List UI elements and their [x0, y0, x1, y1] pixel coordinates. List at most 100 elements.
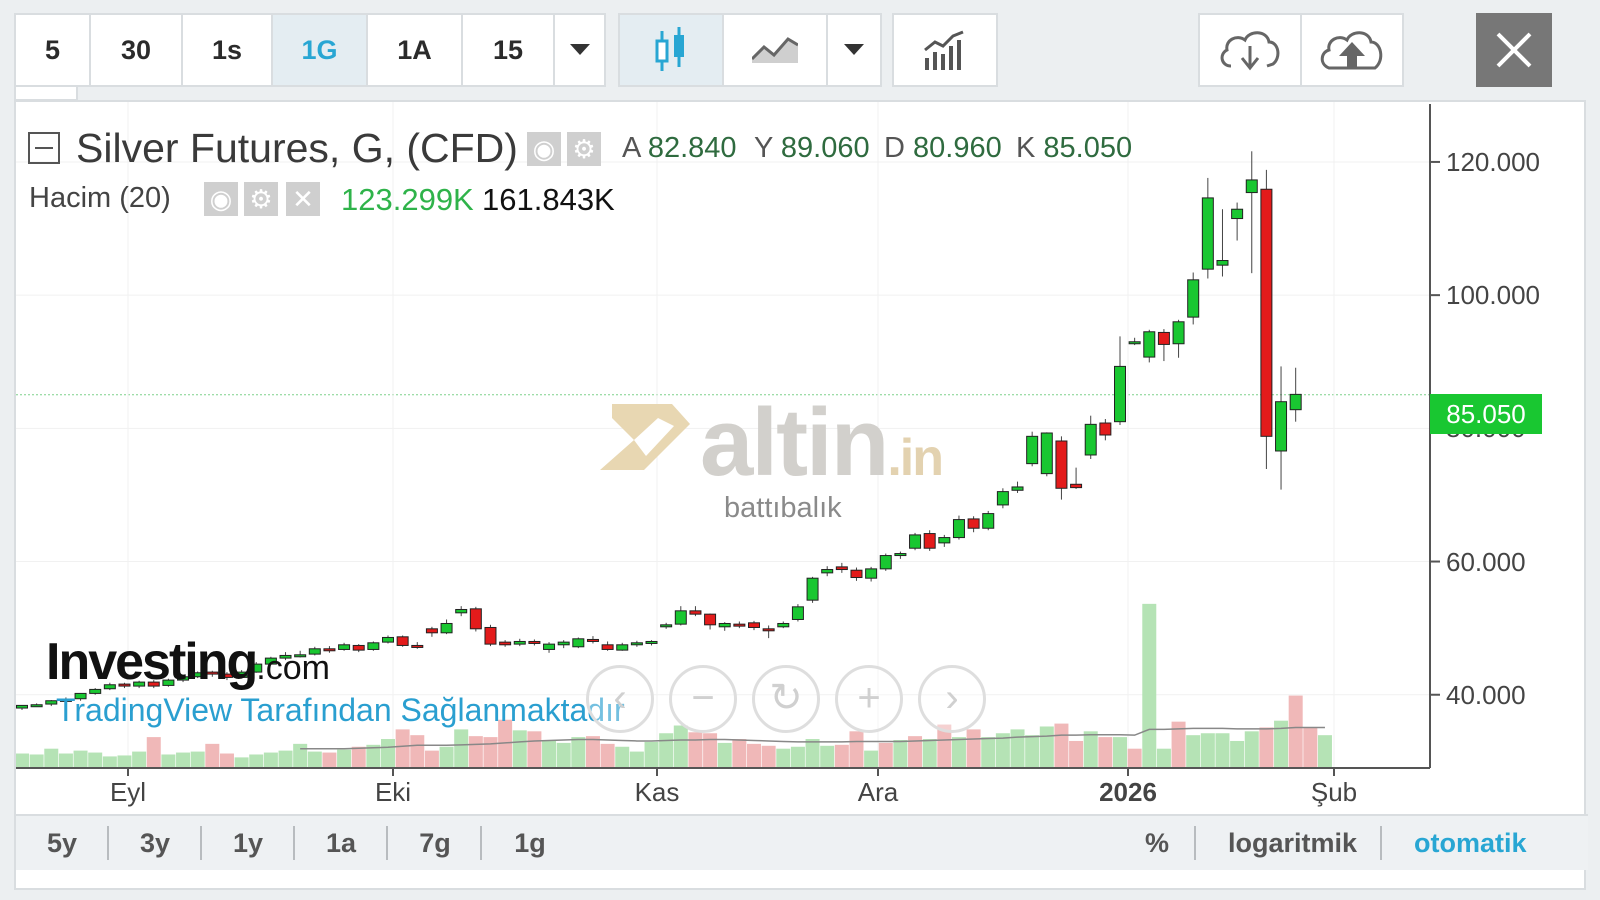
volume-remove-icon[interactable]: ✕ [286, 182, 320, 216]
candle-body [469, 608, 482, 630]
x-tick-label: Eyl [109, 777, 147, 807]
volume-bar [600, 743, 615, 768]
volume-bar [102, 756, 117, 768]
candlestick-type-button[interactable] [620, 15, 724, 85]
interval-5-button[interactable]: 5 [16, 15, 91, 85]
gear-icon[interactable]: ⚙ [567, 132, 601, 166]
candle-body [543, 643, 556, 650]
candle-body [704, 613, 717, 626]
range-7g-button[interactable]: 7g [419, 828, 451, 858]
volume-bar [864, 750, 879, 768]
range-1y-button[interactable]: 1y [232, 828, 264, 858]
volume-bar [556, 742, 571, 768]
watermark-caption: battıbalık [724, 492, 842, 524]
candle-body [1055, 440, 1068, 489]
candle-body [425, 628, 438, 634]
minus-icon: − [691, 676, 715, 720]
volume-bar [995, 733, 1010, 768]
volume-bar [1186, 735, 1201, 768]
indicators-icon [924, 30, 964, 70]
volume-bar [424, 750, 439, 768]
candle-body [382, 636, 394, 643]
eye-icon[interactable]: ◉ [527, 132, 561, 166]
volume-bar [410, 735, 425, 768]
interval-1g-button[interactable]: 1G [273, 15, 368, 85]
candles [16, 151, 1302, 711]
range-5y-button[interactable]: 5y [46, 828, 78, 858]
chart-type-selector [618, 13, 882, 87]
zoom-out-button[interactable]: − [669, 665, 737, 733]
candle-body [1275, 401, 1288, 452]
cloud-group [1198, 13, 1404, 87]
collapse-legend-icon[interactable] [28, 132, 60, 164]
volume-eye-icon[interactable]: ◉ [204, 182, 238, 216]
volume-bar [585, 736, 600, 768]
cloud-upload-button[interactable] [1302, 15, 1402, 85]
auto-scale-button[interactable]: otomatik [1414, 828, 1527, 858]
interval-30-button[interactable]: 30 [91, 15, 183, 85]
volume-bar [1303, 727, 1318, 768]
candle-body [133, 681, 146, 687]
interval-1a-button[interactable]: 1A [368, 15, 463, 85]
candle-body [865, 568, 878, 579]
indicators-button[interactable] [894, 15, 996, 85]
last-price-tag: 85.050 [1430, 394, 1542, 434]
volume-bar [439, 746, 454, 768]
volume-bar [659, 733, 674, 768]
candle-body [45, 700, 58, 705]
interval-15-button[interactable]: 15 [463, 15, 555, 85]
watermark-brand: altin.in [700, 389, 944, 496]
range-3y-button[interactable]: 3y [139, 828, 171, 858]
volume-bar [44, 748, 59, 768]
volume-bar [117, 755, 132, 768]
chart-panel[interactable]: Silver Futures, G, (CFD) ◉ ⚙ A 82.840 Y … [14, 100, 1588, 890]
altin-logo-icon [600, 404, 690, 470]
candle-body [616, 644, 629, 651]
close-icon [1496, 32, 1532, 68]
cloud-download-button[interactable] [1200, 15, 1302, 85]
reset-chart-button[interactable]: ↻ [752, 665, 820, 733]
volume-gear-icon[interactable]: ⚙ [244, 182, 278, 216]
y-tick-label: 60.000 [1446, 546, 1526, 577]
volume-bar [132, 751, 147, 768]
volume-bar [1142, 603, 1157, 768]
candle-body [279, 654, 292, 659]
scroll-right-button[interactable]: › [918, 665, 986, 733]
volume-bar [366, 744, 381, 768]
line-type-button[interactable] [724, 15, 828, 85]
chart-type-dropdown-button[interactable] [828, 15, 880, 85]
volume-bar [278, 750, 293, 768]
active-tab-marker [14, 87, 78, 101]
chart-canvas[interactable] [16, 102, 1584, 814]
scroll-left-button[interactable]: ‹ [586, 665, 654, 733]
range-1g-button[interactable]: 1g [514, 828, 546, 858]
candle-body [89, 688, 102, 694]
x-tick-label: Şub [1310, 777, 1358, 807]
zoom-in-button[interactable]: + [835, 665, 903, 733]
candle-body [952, 519, 965, 539]
candle-body [308, 648, 321, 655]
candle-body [777, 622, 790, 628]
line-chart-icon [752, 37, 798, 63]
cloud-download-icon [1220, 31, 1280, 71]
candle-body [455, 608, 468, 614]
volume-bar [805, 739, 820, 768]
log-scale-button[interactable]: logaritmik [1228, 828, 1358, 858]
candle-body [352, 644, 365, 651]
interval-dropdown-button[interactable] [555, 15, 604, 85]
candle-body [1011, 486, 1024, 491]
candle-body [1289, 393, 1302, 411]
tradingview-credit-link[interactable]: TradingView Tarafından Sağlanmaktadır [56, 692, 625, 728]
volume-bar [16, 753, 29, 768]
close-button[interactable] [1476, 13, 1552, 87]
volume-bar [761, 745, 776, 768]
candle-body [250, 663, 263, 673]
range-1a-button[interactable]: 1a [325, 828, 357, 858]
candle-body [235, 671, 248, 678]
candle-body [499, 641, 512, 646]
volume-bar [293, 743, 308, 768]
candle-body [118, 683, 131, 687]
volume-bars [16, 603, 1332, 768]
percent-scale-button[interactable]: % [1145, 828, 1170, 858]
interval-1s-button[interactable]: 1s [183, 15, 273, 85]
